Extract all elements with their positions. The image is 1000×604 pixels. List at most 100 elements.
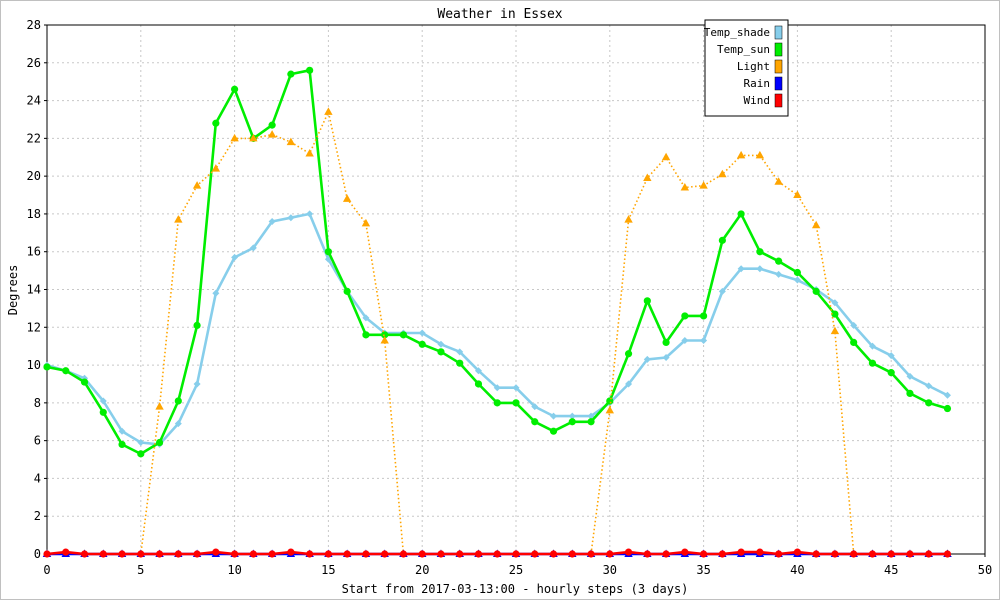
data-point xyxy=(174,420,182,428)
chart-title: Weather in Essex xyxy=(437,7,562,22)
data-point xyxy=(925,399,933,407)
data-point xyxy=(493,550,501,558)
data-point xyxy=(174,550,182,558)
data-point xyxy=(193,321,201,329)
data-point xyxy=(718,287,726,295)
data-point xyxy=(662,550,670,558)
data-point xyxy=(587,418,595,426)
data-point xyxy=(868,342,876,350)
data-point xyxy=(680,182,690,191)
data-point xyxy=(474,367,482,375)
y-tick-label: 6 xyxy=(34,434,41,448)
data-point xyxy=(231,85,239,93)
data-point xyxy=(456,348,464,356)
data-point xyxy=(137,450,145,458)
data-point xyxy=(493,384,501,392)
data-point xyxy=(624,350,633,358)
data-point xyxy=(362,331,370,339)
data-point xyxy=(324,107,333,115)
data-point xyxy=(231,550,239,558)
data-point xyxy=(755,150,765,159)
y-tick-label: 4 xyxy=(34,471,41,485)
data-point xyxy=(718,550,726,558)
legend-swatch xyxy=(774,25,783,40)
data-point xyxy=(831,310,839,318)
data-point xyxy=(193,550,201,558)
data-point xyxy=(568,550,576,558)
x-tick-label: 0 xyxy=(43,563,50,577)
y-tick-label: 24 xyxy=(27,94,41,108)
legend-swatch xyxy=(774,93,783,108)
data-point xyxy=(830,326,840,335)
data-point xyxy=(43,550,51,558)
data-point xyxy=(775,550,783,558)
data-point xyxy=(249,244,257,252)
data-point xyxy=(437,348,445,356)
legend-label: Light xyxy=(737,60,770,73)
x-tick-label: 10 xyxy=(227,563,241,577)
legend-label: Wind xyxy=(744,94,771,107)
data-point xyxy=(362,314,370,322)
data-point xyxy=(512,384,520,392)
x-tick-label: 15 xyxy=(321,563,335,577)
data-point xyxy=(174,215,183,223)
data-point xyxy=(568,418,576,426)
legend-label: Temp_shade xyxy=(704,26,770,39)
data-point xyxy=(736,150,746,159)
data-point xyxy=(137,439,145,447)
data-point xyxy=(756,548,764,556)
x-tick-label: 5 xyxy=(137,563,144,577)
data-point xyxy=(850,550,858,558)
data-point xyxy=(643,355,651,363)
y-tick-label: 10 xyxy=(27,358,41,372)
data-point xyxy=(399,550,408,558)
data-point xyxy=(662,338,670,346)
data-point xyxy=(192,181,202,189)
data-point xyxy=(775,270,783,278)
data-point xyxy=(793,548,802,556)
data-point xyxy=(643,297,651,305)
data-point xyxy=(606,550,614,558)
data-point xyxy=(342,194,352,202)
legend: Temp_shade Temp_sun Light Rain Wind xyxy=(704,19,789,117)
data-point xyxy=(624,548,633,556)
data-point xyxy=(230,133,239,142)
y-tick-label: 28 xyxy=(27,18,41,32)
x-tick-label: 35 xyxy=(696,563,710,577)
data-point xyxy=(268,550,276,558)
data-point xyxy=(287,214,295,222)
data-point xyxy=(943,404,952,413)
data-point xyxy=(925,382,933,390)
data-point xyxy=(399,331,408,339)
data-point xyxy=(925,550,933,558)
data-point xyxy=(887,550,895,558)
data-point xyxy=(887,352,895,360)
data-point xyxy=(306,210,314,218)
data-point xyxy=(737,548,745,556)
legend-label: Temp_sun xyxy=(717,43,770,56)
data-point xyxy=(756,248,764,256)
data-point xyxy=(568,412,576,420)
data-point xyxy=(343,287,351,295)
data-point xyxy=(793,268,802,277)
data-point xyxy=(700,550,708,558)
y-tick-label: 2 xyxy=(34,509,41,523)
data-point xyxy=(456,359,464,367)
data-point xyxy=(775,257,783,265)
data-point xyxy=(718,169,727,178)
data-point xyxy=(287,548,295,556)
data-point xyxy=(531,403,539,411)
data-point xyxy=(343,550,351,558)
data-point xyxy=(231,253,239,261)
data-point xyxy=(643,550,651,558)
data-point xyxy=(681,312,689,320)
data-point xyxy=(80,550,89,558)
data-point xyxy=(418,550,426,558)
data-point xyxy=(118,427,126,435)
data-point xyxy=(906,550,914,558)
data-point xyxy=(587,412,595,420)
data-point xyxy=(437,550,445,558)
data-point xyxy=(62,548,70,556)
series-temp-shade xyxy=(43,210,951,448)
data-point xyxy=(155,438,164,447)
